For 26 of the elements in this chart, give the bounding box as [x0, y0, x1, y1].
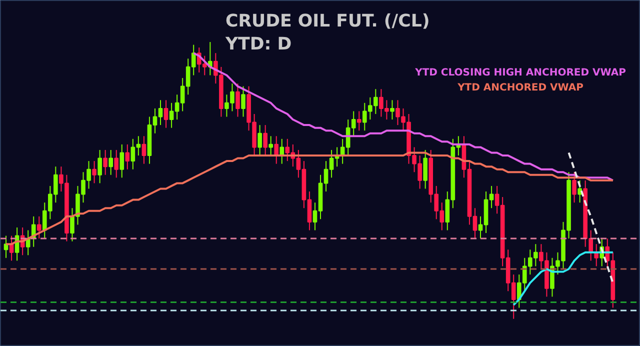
candlestick — [125, 144, 130, 170]
candlestick — [258, 124, 262, 156]
candlestick — [108, 149, 113, 176]
candlestick — [263, 124, 268, 156]
candlestick — [114, 149, 119, 178]
text: YTD ANCHORED VWAP — [456, 82, 584, 94]
chart-title: CRUDE OIL FUT. (/CL) — [226, 12, 430, 32]
candlestick — [390, 100, 394, 120]
chart-subtitle: YTD: D — [224, 34, 292, 54]
candlestick — [236, 83, 240, 118]
candlestick — [356, 110, 362, 132]
candlestick — [241, 86, 246, 118]
candlestick — [164, 100, 168, 128]
candlestick — [92, 160, 96, 184]
text: YTD CLOSING HIGH ANCHORED VWAP — [414, 68, 626, 78]
candlestick — [120, 144, 124, 178]
candlestick — [98, 149, 102, 184]
candlestick — [142, 136, 146, 164]
candlestick — [103, 149, 108, 176]
candlestick — [280, 138, 284, 164]
candlestick — [268, 136, 273, 156]
candlestick — [274, 136, 279, 164]
candlestick — [36, 216, 42, 240]
candlestick — [578, 180, 582, 204]
candlestick — [572, 172, 576, 204]
candlestick — [423, 149, 428, 190]
